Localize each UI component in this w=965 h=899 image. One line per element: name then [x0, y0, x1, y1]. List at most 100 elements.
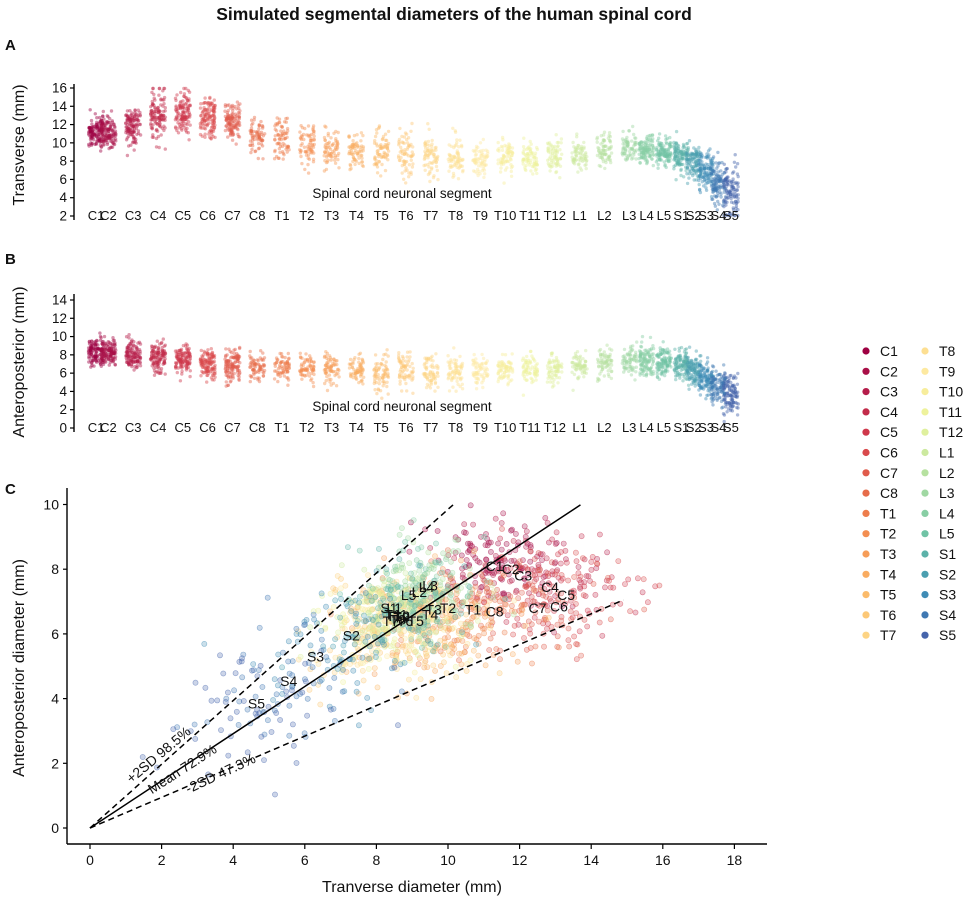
b-point-l4 [652, 357, 656, 361]
a-point-c1 [97, 115, 102, 120]
b-point-c4 [163, 372, 167, 376]
b-point-t9 [480, 373, 484, 377]
b-point-t12 [555, 375, 559, 380]
a-point-c5 [179, 121, 183, 126]
b-point-l1 [583, 359, 588, 364]
a-point-t5 [386, 129, 391, 134]
a-point-c2 [101, 134, 106, 139]
b-point-c6 [205, 373, 209, 378]
a-point-l4 [648, 152, 652, 156]
a-point-t1 [277, 147, 282, 151]
a-point-c3 [128, 123, 132, 127]
a-point-t9 [482, 175, 486, 180]
a-point-c3 [124, 121, 128, 126]
a-point-c5 [185, 108, 189, 113]
a-point-c5 [184, 128, 188, 132]
b-point-c7 [237, 377, 241, 381]
a-point-t7 [435, 168, 439, 173]
a-point-t7 [432, 159, 436, 163]
a-point-l4 [647, 146, 652, 150]
a-point-c1 [96, 125, 100, 129]
a-point-c5 [177, 126, 181, 130]
a-point-c5 [180, 116, 184, 121]
a-point-s4 [711, 197, 715, 201]
a-category-t9: T9 [473, 208, 488, 223]
a-point-c3 [124, 138, 129, 142]
a-point-l5 [660, 141, 664, 146]
a-point-c2 [100, 132, 104, 136]
a-point-c3 [133, 108, 137, 112]
b-point-c4 [157, 348, 161, 352]
a-point-t12 [555, 158, 559, 162]
a-point-s2 [685, 151, 689, 156]
a-point-t4 [351, 139, 355, 143]
b-point-t10 [500, 352, 505, 357]
b-point-t2 [301, 363, 305, 368]
a-point-c3 [137, 118, 141, 123]
b-point-t8 [458, 354, 462, 359]
a-point-c3 [135, 115, 139, 119]
a-point-s5 [725, 196, 729, 200]
b-point-t11 [521, 393, 526, 397]
a-point-t3 [323, 124, 327, 128]
a-point-t6 [407, 163, 412, 167]
a-point-s5 [721, 180, 726, 185]
a-point-c6 [203, 127, 208, 131]
a-point-c1 [94, 126, 98, 130]
a-point-s4 [717, 161, 722, 165]
a-point-c3 [126, 116, 130, 121]
a-point-c2 [112, 133, 116, 137]
a-point-c5 [181, 99, 185, 103]
a-point-l2 [607, 155, 612, 159]
a-point-s2 [685, 158, 689, 163]
a-point-c1 [94, 126, 98, 130]
a-category-l5: L5 [657, 208, 671, 223]
a-point-l5 [654, 147, 659, 151]
b-point-l4 [640, 340, 644, 344]
a-point-c3 [127, 116, 131, 120]
a-point-c3 [130, 126, 135, 131]
a-point-l1 [582, 145, 586, 149]
a-point-c8 [259, 119, 263, 124]
a-category-t10: T10 [494, 208, 516, 223]
b-point-c8 [248, 365, 252, 369]
b-point-t12 [551, 380, 555, 385]
a-point-c8 [256, 156, 260, 161]
a-point-c6 [209, 108, 214, 112]
b-point-l5 [657, 367, 661, 372]
panel-a-points [87, 86, 740, 218]
a-point-t10 [496, 148, 500, 152]
a-point-t6 [402, 177, 406, 181]
b-point-l5 [663, 369, 668, 373]
a-point-c4 [163, 118, 167, 123]
a-point-c1 [99, 118, 103, 122]
a-point-c2 [103, 123, 107, 128]
b-point-t11 [521, 373, 525, 377]
a-point-c1 [100, 119, 104, 123]
a-point-t10 [500, 148, 505, 152]
a-ytick-label: 4 [59, 190, 67, 205]
a-point-t12 [548, 169, 552, 173]
a-point-t12 [549, 160, 554, 164]
b-ytick-label: 6 [59, 366, 67, 381]
a-point-t1 [281, 141, 285, 146]
a-point-c3 [136, 108, 140, 112]
b-point-t1 [274, 356, 279, 360]
a-point-c3 [124, 113, 129, 117]
b-point-t4 [357, 352, 361, 356]
a-category-c8: C8 [249, 208, 266, 223]
a-point-c1 [94, 123, 98, 127]
b-point-t5 [374, 380, 378, 385]
a-point-s2 [687, 172, 691, 176]
b-point-c3 [135, 346, 139, 350]
a-point-c6 [211, 106, 216, 110]
a-point-c1 [100, 130, 105, 134]
a-point-l3 [630, 139, 634, 143]
a-point-c6 [203, 119, 207, 124]
a-point-c3 [129, 121, 133, 125]
a-point-c2 [108, 126, 112, 130]
a-point-c3 [125, 119, 130, 123]
a-point-c1 [97, 137, 102, 141]
a-point-t9 [474, 162, 478, 166]
b-point-c6 [206, 348, 210, 352]
